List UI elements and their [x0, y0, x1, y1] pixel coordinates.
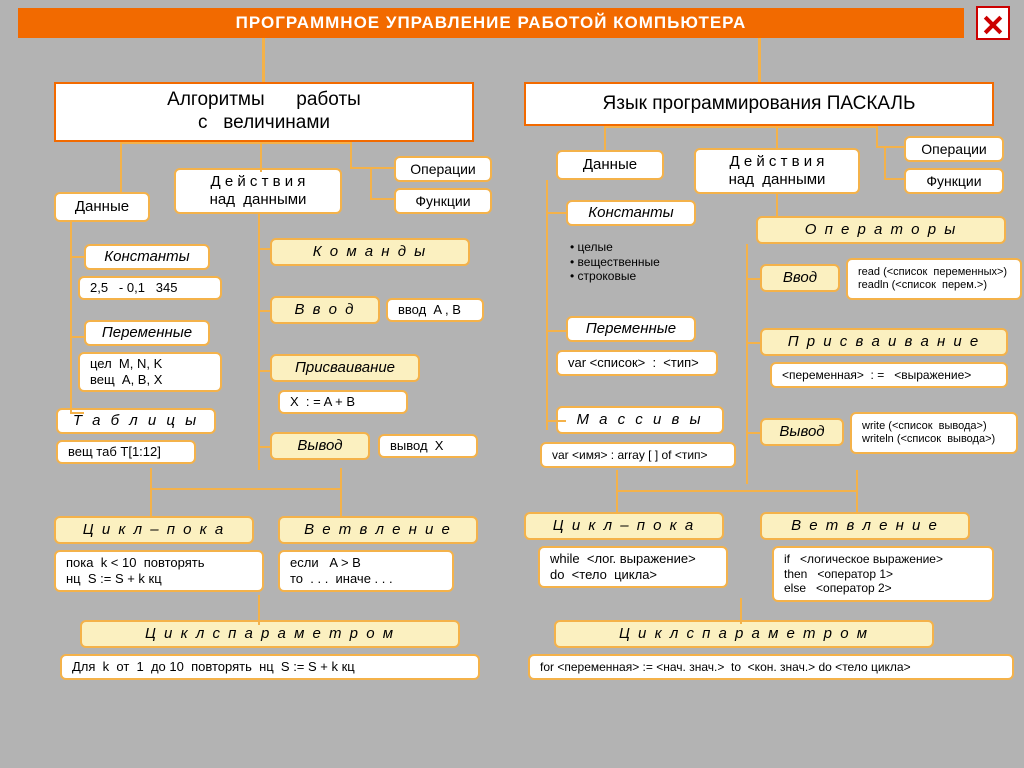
right-data: Данные: [556, 150, 664, 180]
right-for-ex: for <переменная> := <нач. знач.> to <кон…: [528, 654, 1014, 680]
connector: [70, 412, 84, 414]
connector: [258, 595, 260, 625]
right-main: Язык программирования ПАСКАЛЬ: [524, 82, 994, 126]
connector: [740, 598, 742, 624]
connector: [616, 490, 856, 492]
right-for: Ц и к л с п а р а м е т р о м: [554, 620, 934, 648]
right-actions: Д е й с т в и я над данными: [694, 148, 860, 194]
connector: [70, 256, 84, 258]
right-assign-ex: <переменная> : = <выражение>: [770, 362, 1008, 388]
right-output-ex: write (<список вывода>) writeln (<список…: [850, 412, 1018, 454]
connector: [776, 126, 778, 150]
left-funcs: Функции: [394, 188, 492, 214]
connector: [120, 142, 122, 194]
right-vars-ex: var <список> : <тип>: [556, 350, 718, 376]
connector: [340, 468, 342, 518]
connector: [616, 470, 618, 514]
connector: [546, 180, 548, 430]
connector: [258, 214, 260, 470]
left-assign: Присваивание: [270, 354, 420, 382]
connector: [350, 167, 396, 169]
connector: [70, 336, 84, 338]
connector: [258, 370, 272, 372]
left-while: Ц и к л – п о к а: [54, 516, 254, 544]
right-const-types: • целые • вещественные • строковые: [560, 234, 710, 290]
connector: [370, 198, 396, 200]
connector: [746, 278, 760, 280]
left-branch: В е т в л е н и е: [278, 516, 478, 544]
right-arrays-ex: var <имя> : array [ ] of <тип>: [540, 442, 736, 468]
right-arrays: М а с с и в ы: [556, 406, 724, 434]
left-assign-ex: X : = A + B: [278, 390, 408, 414]
left-actions: Д е й с т в и я над данными: [174, 168, 342, 214]
right-funcs: Функции: [904, 168, 1004, 194]
left-main: Алгоритмы работы с величинами: [54, 82, 474, 142]
left-tables-ex: вещ таб T[1:12]: [56, 440, 196, 464]
connector: [258, 248, 272, 250]
left-vars: Переменные: [84, 320, 210, 346]
left-output: Вывод: [270, 432, 370, 460]
connector: [258, 310, 272, 312]
left-branch-ex: если A > B то . . . иначе . . .: [278, 550, 454, 592]
connector: [884, 178, 906, 180]
right-while: Ц и к л – п о к а: [524, 512, 724, 540]
connector: [546, 420, 566, 422]
right-vars: Переменные: [566, 316, 696, 342]
connector: [70, 222, 72, 412]
connector: [150, 488, 342, 490]
left-input-ex: ввод A , B: [386, 298, 484, 322]
left-vars-ex: цел M, N, K вещ A, B, X: [78, 352, 222, 392]
connector: [546, 212, 566, 214]
right-input-ex: read (<список переменных>) readln (<спис…: [846, 258, 1022, 300]
connector: [876, 126, 878, 146]
connector: [758, 38, 761, 82]
connector: [546, 330, 566, 332]
left-commands: К о м а н д ы: [270, 238, 470, 266]
left-data: Данные: [54, 192, 150, 222]
right-ops: Операции: [904, 136, 1004, 162]
connector: [370, 167, 372, 200]
left-for: Ц и к л с п а р а м е т р о м: [80, 620, 460, 648]
connector: [604, 126, 606, 150]
left-constants-ex: 2,5 - 0,1 345: [78, 276, 222, 300]
connector: [120, 142, 350, 144]
connector: [350, 142, 352, 168]
right-input: Ввод: [760, 264, 840, 292]
connector: [604, 126, 876, 128]
connector: [746, 342, 760, 344]
right-constants: Константы: [566, 200, 696, 226]
left-constants: Константы: [84, 244, 210, 270]
right-branch-ex: if <логическое выражение> then <оператор…: [772, 546, 994, 602]
right-operators: О п е р а т о р ы: [756, 216, 1006, 244]
connector: [746, 432, 760, 434]
right-while-ex: while <лог. выражение> do <тело цикла>: [538, 546, 728, 588]
right-output: Вывод: [760, 418, 844, 446]
right-branch: В е т в л е н и е: [760, 512, 970, 540]
left-for-ex: Для k от 1 до 10 повторять нц S := S + k…: [60, 654, 480, 680]
connector: [884, 146, 886, 180]
page-title: ПРОГРАММНОЕ УПРАВЛЕНИЕ РАБОТОЙ КОМПЬЮТЕР…: [18, 8, 964, 38]
connector: [260, 142, 262, 172]
connector: [876, 146, 906, 148]
left-while-ex: пока k < 10 повторять нц S := S + k кц: [54, 550, 264, 592]
left-output-ex: вывод X: [378, 434, 478, 458]
left-ops: Операции: [394, 156, 492, 182]
close-icon[interactable]: [976, 6, 1010, 40]
connector: [776, 194, 778, 216]
connector: [258, 446, 272, 448]
connector: [746, 244, 748, 484]
connector: [856, 470, 858, 514]
left-input: В в о д: [270, 296, 380, 324]
right-assign: П р и с в а и в а н и е: [760, 328, 1008, 356]
connector: [262, 38, 265, 82]
connector: [150, 468, 152, 518]
